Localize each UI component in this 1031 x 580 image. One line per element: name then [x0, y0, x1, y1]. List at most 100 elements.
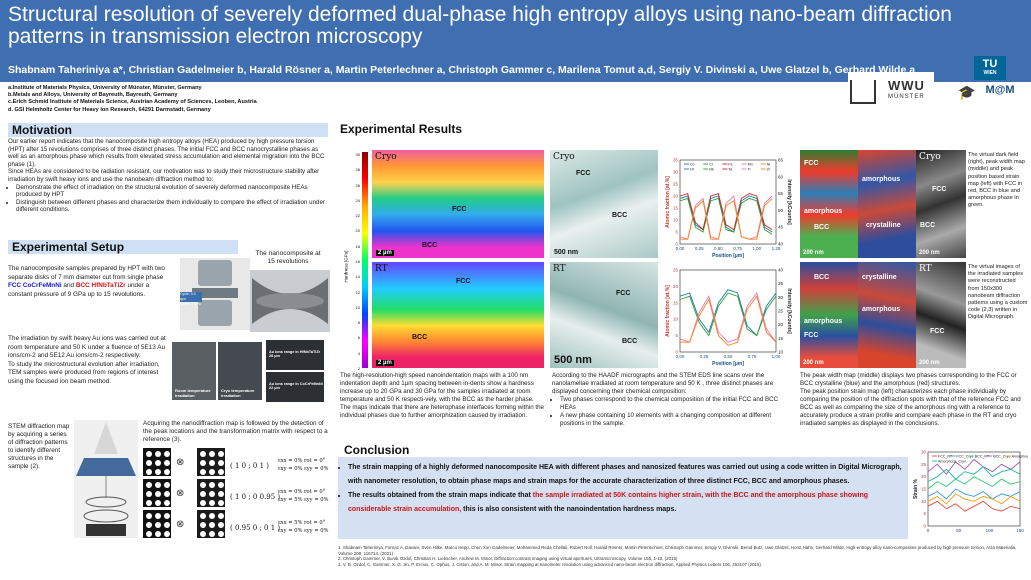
rt-label: RT — [919, 264, 932, 274]
hardness-tick-label: 6 — [357, 335, 360, 341]
rt-virtual-dark-field: RT FCC 200 nm — [916, 262, 966, 368]
bcc-label: BCC — [814, 274, 830, 281]
reference-1: 1. Shabnam Taheriniya, Farnaz A. Davani,… — [338, 545, 1017, 556]
series-line — [927, 458, 1021, 475]
references: 1. Shabnam Taheriniya, Farnaz A. Davani,… — [338, 545, 1028, 567]
reference-3: 3. V. B. Ozdol, C. Gammer, X. G. Jin, P.… — [338, 561, 761, 567]
chart-plot-area — [927, 451, 1021, 527]
reconstruction-caption: The virtual images of the irradiated sam… — [968, 264, 1028, 321]
fcc-label: FCC — [804, 160, 819, 167]
tu-logo-text: TU — [982, 58, 998, 70]
fcc-region-label: FCC — [456, 278, 471, 285]
strain-3-line-2: εxy = 0% εyy = 0% — [278, 528, 329, 534]
conclusion-highlight: the sample irradiated at 50K contains hi… — [348, 492, 869, 513]
series-line — [927, 466, 1021, 482]
legend-label: FCC_Cryo — [956, 455, 973, 459]
diffraction-spot — [164, 491, 170, 497]
diffraction-spot — [146, 482, 152, 488]
diffraction-spot — [155, 522, 161, 528]
series-line — [680, 295, 777, 346]
diffraction-spot — [155, 460, 161, 466]
y-tick-label: 5 — [923, 511, 926, 516]
haadf-eds-paragraph: According to the HAADF micrographs and t… — [552, 372, 774, 395]
matrix-3-values: ( 0.95 0 ; 0 1 ) — [230, 524, 281, 532]
x-tick-label: 0,25 — [695, 246, 704, 251]
diffraction-spot — [146, 513, 152, 519]
scale-bar-label: 200 nm — [919, 250, 940, 256]
y-right-tick-label: 55 — [778, 191, 784, 196]
strain-2-line-2: εxy = 5% εyy = 0% — [278, 497, 329, 503]
y-right-tick-label: 65 — [778, 158, 784, 163]
hardness-tick-label: 2 — [357, 366, 360, 370]
legend-label: Mn — [748, 163, 753, 167]
strain-1-line-1: εxx = 0% rot = 0° — [278, 458, 326, 464]
diffraction-pattern-tile — [197, 510, 225, 538]
series-line — [679, 195, 773, 240]
cryo-label: Cryo — [553, 152, 575, 162]
fcc-label: FCC — [932, 186, 947, 193]
scale-bar-label: 200 nm — [803, 250, 824, 256]
rt-eds-linescan-chart: 0,00 0,25 0,50 0,75 1,00 0 5 10 15 20 25 10 15 20 25 30… — [665, 268, 792, 368]
hpt-cycle-label: Cycle: 0.3 rpm — [180, 292, 196, 301]
affiliation-c: c.Erich Schmid Institute of Materials Sc… — [8, 99, 257, 106]
y-right-tick-label: 45 — [778, 225, 784, 230]
hardness-tick-label: 20 — [355, 228, 360, 234]
x-tick-label: 0,50 — [724, 354, 733, 359]
motivation-paragraph-1: Our earlier report indicates that the na… — [8, 138, 325, 168]
y-tick-label: 30 — [921, 450, 927, 455]
y-right-tick-label: 40 — [778, 268, 784, 273]
diffraction-spot — [200, 522, 206, 528]
scale-bar-label: 500 nm — [554, 354, 592, 366]
y-tick-label: 10 — [673, 218, 679, 223]
y-tick-label: 20 — [921, 474, 927, 479]
strain-map-text: The peak width map (middle) displays two… — [800, 372, 1021, 427]
haadf-eds-text: According to the HAADF micrographs and t… — [552, 372, 792, 428]
legend-label: BCC_RT — [975, 455, 990, 459]
author-list: Shabnam Taheriniya a*, Christian Gadelme… — [8, 64, 916, 76]
series-line — [927, 488, 1021, 500]
strain-2-line-1: εxx = 0% rot = 0° — [278, 489, 326, 495]
diffraction-spot — [218, 460, 224, 466]
y-axis-label: Atomic fraction [at.%] — [665, 285, 671, 337]
legend-label: Amorphous_RT — [1012, 455, 1028, 459]
scale-bar-label: 200 nm — [919, 360, 940, 366]
nanocomposite-disk-image — [250, 270, 330, 332]
bcc-region-label: BCC — [412, 334, 428, 341]
diffraction-pattern-tile — [143, 510, 171, 538]
haadf-eds-bullet: A new phase containing 10 elements with … — [560, 412, 792, 428]
diffraction-spot — [155, 482, 161, 488]
diffraction-spot — [155, 469, 161, 475]
poster-title: Structural resolution of severely deform… — [8, 3, 952, 48]
haadf-eds-bullets: Two phases correspond to the chemical co… — [552, 396, 792, 428]
diffraction-spot — [164, 451, 170, 457]
wwu-logo-subtext: MÜNSTER — [888, 94, 925, 100]
x-tick-label: 0,25 — [700, 354, 709, 359]
y-tick-label: 5 — [675, 333, 678, 338]
diffraction-spot — [164, 460, 170, 466]
wwu-logo: WWU MÜNSTER — [848, 72, 934, 106]
au-range-bcc-label: Au ions range in HfNbTaTiZr 28 µm — [269, 350, 321, 358]
cryo-label: Cryo — [919, 152, 941, 162]
diffraction-spot — [155, 531, 161, 537]
mm-logo: M@M — [980, 84, 1020, 102]
diffraction-pattern-grid: ⊗ ⊗ ⊗ — [143, 448, 343, 540]
y-tick-label: 10 — [673, 317, 679, 322]
sample-prep-and: and — [63, 282, 75, 290]
legend-label: Ni — [767, 163, 771, 167]
diffraction-spot — [200, 469, 206, 475]
setup-bar — [8, 240, 238, 254]
y-tick-label: 0 — [923, 524, 926, 529]
crystalline-label: crystalline — [866, 222, 901, 229]
legend-label: Fe — [728, 163, 732, 167]
y-right-tick-label: 40 — [778, 242, 784, 247]
motivation-text: Our earlier report indicates that the na… — [8, 138, 330, 214]
y-right-tick-label: 20 — [778, 322, 784, 327]
diffraction-spot — [209, 451, 215, 457]
x-tick-label: 0,00 — [676, 246, 685, 251]
legend-label: Nb — [709, 168, 714, 172]
diffraction-pattern-tile — [143, 448, 171, 476]
bcc-label: BCC — [814, 224, 830, 231]
x-tick-label: 150 — [1016, 528, 1024, 533]
motivation-paragraph-2: Since HEAs are considered to be radiatio… — [8, 168, 320, 183]
diffraction-spot — [155, 513, 161, 519]
